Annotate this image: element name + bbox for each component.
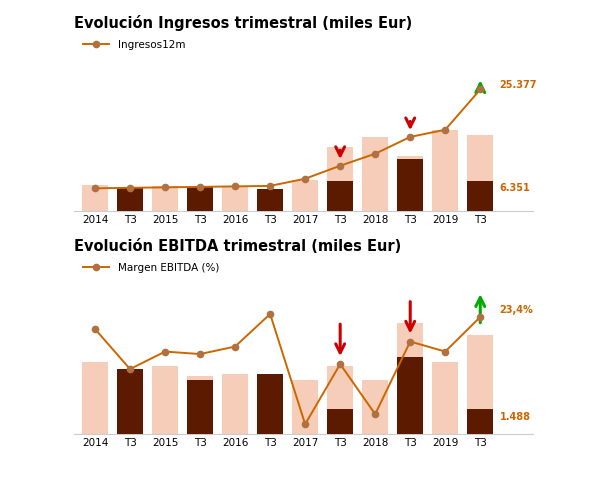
Bar <box>222 188 248 212</box>
Bar <box>152 187 178 212</box>
Bar <box>117 369 143 434</box>
Bar <box>327 409 353 434</box>
Bar <box>152 366 178 434</box>
Bar <box>397 324 423 434</box>
Bar <box>257 383 283 434</box>
Bar <box>117 189 143 212</box>
Bar <box>82 363 108 434</box>
Text: Evolución Ingresos trimestral (miles Eur): Evolución Ingresos trimestral (miles Eur… <box>74 15 412 31</box>
Text: 25.377: 25.377 <box>500 80 537 89</box>
Bar <box>257 189 283 212</box>
Bar <box>397 157 423 212</box>
Bar <box>397 358 423 434</box>
Legend: Ingresos12m: Ingresos12m <box>79 36 189 55</box>
Bar <box>257 190 283 212</box>
Bar <box>467 409 493 434</box>
Bar <box>117 397 143 434</box>
Bar <box>327 147 353 212</box>
Bar <box>117 192 143 212</box>
Legend: Margen EBITDA (%): Margen EBITDA (%) <box>79 259 223 277</box>
Bar <box>292 380 318 434</box>
Bar <box>257 375 283 434</box>
Bar <box>432 363 458 434</box>
Bar <box>327 182 353 212</box>
Text: 1.488: 1.488 <box>500 411 530 422</box>
Bar <box>397 159 423 212</box>
Bar <box>327 366 353 434</box>
Bar <box>467 335 493 434</box>
Bar <box>187 189 213 212</box>
Bar <box>222 375 248 434</box>
Bar <box>187 376 213 434</box>
Bar <box>292 181 318 212</box>
Bar <box>82 185 108 212</box>
Text: 23,4%: 23,4% <box>500 305 533 315</box>
Bar <box>362 380 388 434</box>
Text: 6.351: 6.351 <box>500 183 530 192</box>
Bar <box>467 182 493 212</box>
Bar <box>432 130 458 212</box>
Bar <box>362 138 388 212</box>
Bar <box>467 135 493 212</box>
Bar <box>187 188 213 212</box>
Text: Evolución EBITDA trimestral (miles Eur): Evolución EBITDA trimestral (miles Eur) <box>74 239 401 253</box>
Bar <box>187 380 213 434</box>
